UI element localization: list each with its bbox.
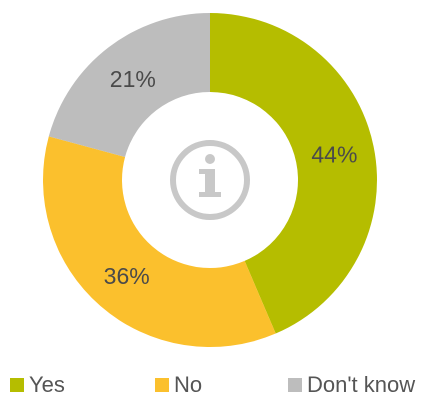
legend-label-dont-know: Don't know — [307, 372, 416, 397]
legend-item-yes: Yes — [10, 372, 65, 398]
info-icon — [170, 140, 250, 220]
slice-label-don-t-know: 21% — [110, 66, 156, 92]
legend-item-no: No — [155, 372, 202, 398]
legend: Yes No Don't know — [0, 372, 437, 399]
slice-label-yes: 44% — [311, 141, 357, 167]
legend-swatch-dont-know — [288, 378, 302, 392]
slice-labels: 44% 36% 21% — [104, 66, 358, 289]
donut-slices — [42, 13, 377, 347]
slice-don-t-know — [48, 13, 211, 158]
slice-label-no: 36% — [104, 263, 150, 289]
donut-chart: 44% 36% 21% — [42, 13, 377, 347]
legend-item-dont-know: Don't know — [288, 372, 415, 398]
legend-swatch-yes — [10, 378, 24, 392]
legend-label-no: No — [174, 372, 203, 397]
slice-yes — [210, 13, 377, 334]
slice-no — [42, 136, 276, 347]
legend-swatch-no — [155, 378, 169, 392]
legend-label-yes: Yes — [29, 372, 65, 397]
